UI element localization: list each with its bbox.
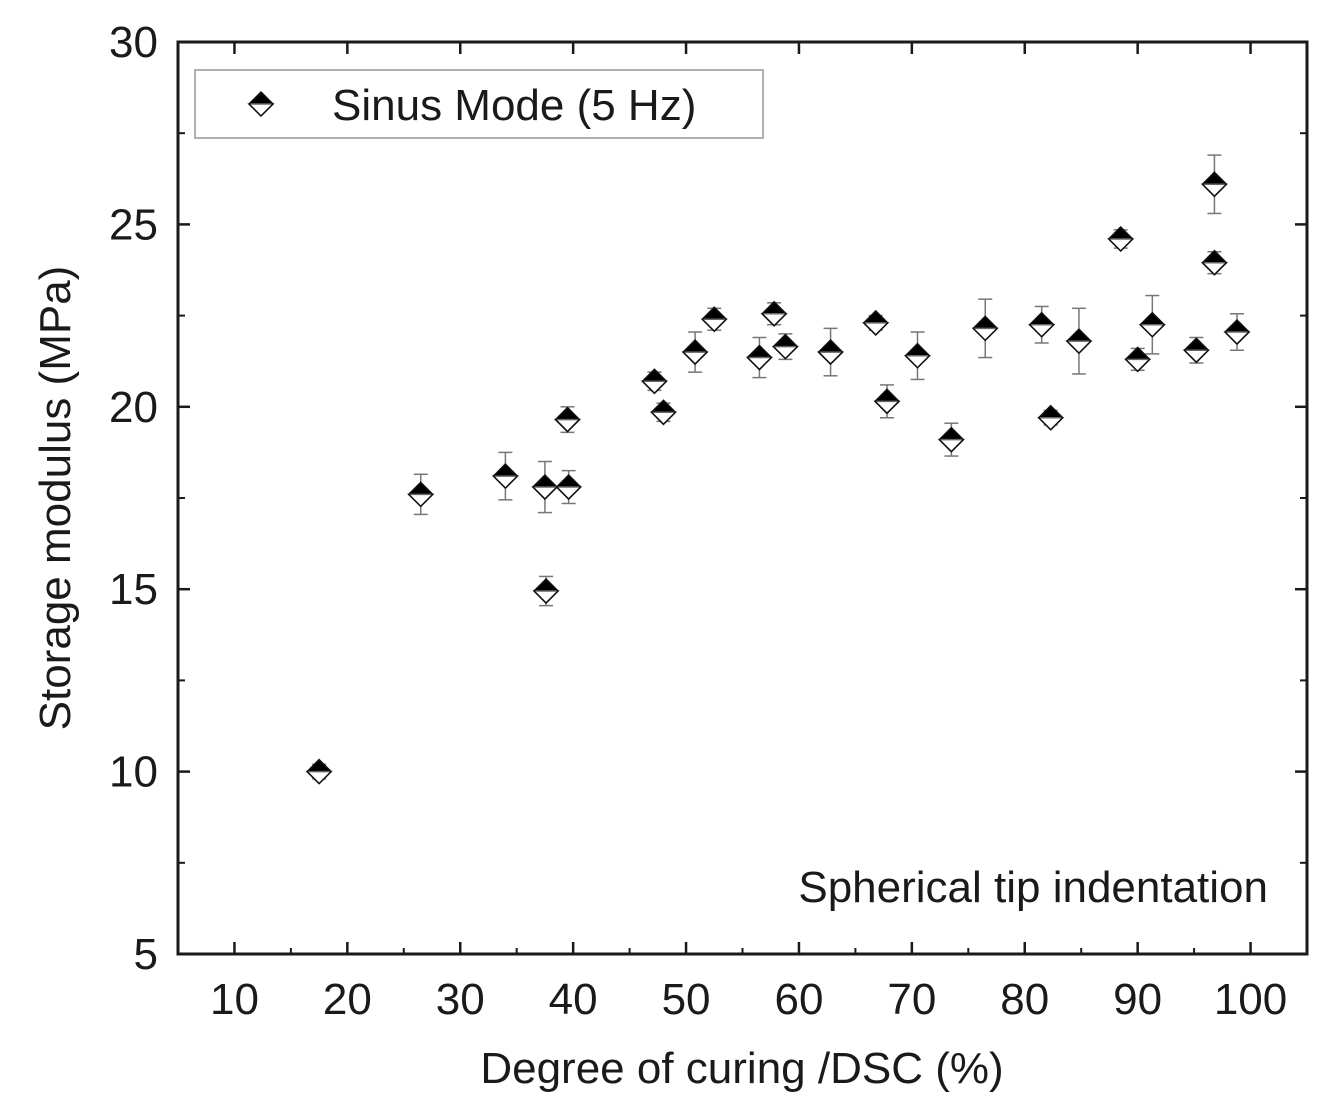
data-point	[491, 463, 520, 490]
data-point	[305, 758, 333, 785]
plot-frame	[176, 40, 1309, 956]
data-point	[700, 306, 729, 333]
x-tick-label: 30	[436, 975, 485, 1024]
data-point	[745, 344, 774, 371]
x-tick-label: 20	[323, 975, 372, 1024]
data-point	[1223, 318, 1251, 346]
data-point	[1200, 171, 1229, 198]
data-point	[1138, 311, 1167, 338]
data-point	[937, 426, 966, 453]
legend-marker-icon	[247, 90, 275, 118]
y-tick-label: 25	[109, 200, 158, 249]
data-point	[649, 399, 678, 426]
legend-label: Sinus Mode (5 Hz)	[332, 81, 696, 130]
y-tick-label: 15	[109, 565, 158, 614]
data-point	[903, 342, 932, 369]
y-axis-label: Storage modulus (MPa)	[31, 266, 80, 731]
data-point	[531, 473, 559, 501]
data-point	[816, 339, 845, 366]
data-point	[861, 309, 890, 336]
y-tick-label: 30	[109, 18, 158, 67]
data-point	[1036, 404, 1065, 431]
x-tick-label: 40	[549, 975, 598, 1024]
error-bars	[312, 154, 1245, 780]
data-point	[760, 300, 788, 327]
data-point	[406, 481, 435, 508]
x-tick-label: 100	[1214, 975, 1287, 1024]
data-point	[873, 388, 901, 415]
y-tick-label: 20	[109, 383, 158, 432]
x-tick-label: 80	[1000, 975, 1049, 1024]
x-tick-label: 50	[662, 975, 711, 1024]
legend-box	[194, 69, 764, 139]
data-point	[1065, 328, 1093, 355]
data-point	[1027, 311, 1056, 338]
y-tick-label: 10	[109, 748, 158, 797]
data-point	[532, 577, 560, 605]
data-point	[1106, 225, 1135, 253]
x-tick-label: 90	[1113, 975, 1162, 1024]
data-point	[681, 339, 709, 366]
data-point	[971, 315, 1000, 342]
data-point	[553, 406, 582, 433]
data-point	[1182, 337, 1211, 364]
data-point	[1123, 346, 1152, 373]
x-tick-label: 10	[210, 975, 259, 1024]
axis-ticks: 10 20 30 40 50 60 70 80 90 100 5 10 15 20 25 30	[109, 18, 1307, 1024]
x-axis-label: Degree of curing /DSC (%)	[480, 1044, 1003, 1093]
data-point	[771, 333, 800, 360]
data-point	[554, 473, 583, 501]
y-tick-label: 5	[134, 930, 158, 979]
x-tick-label: 70	[887, 975, 936, 1024]
annotation-text: Spherical tip indentation	[798, 863, 1268, 912]
data-points	[305, 171, 1251, 785]
data-point	[1200, 249, 1229, 276]
x-tick-label: 60	[774, 975, 823, 1024]
data-point	[640, 368, 669, 395]
legend: Sinus Mode (5 Hz)	[194, 69, 764, 139]
